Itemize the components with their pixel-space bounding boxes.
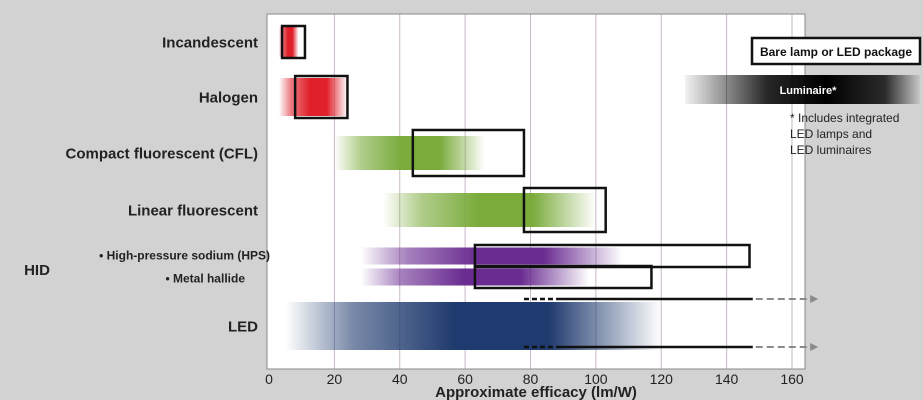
lamp-box-incandescent [280,24,307,60]
luminaire-bar-led [285,302,662,350]
x-tick-label: 0 [265,371,273,387]
lamp-box-metal-hallide [473,264,653,290]
x-tick-label: 120 [650,371,674,387]
x-axis-label: Approximate efficacy (lm/W) [435,384,637,400]
legend-footnote: * Includes integrated LED lamps and LED … [790,111,903,157]
grid-lines [333,14,793,369]
luminaire-bars [278,27,662,350]
lamp-box-halogen [293,74,349,120]
category-label-incandescent: Incandescent [162,34,258,51]
plot-border [266,13,806,370]
luminaire-bar-high-pressure-sodium-hps [360,247,623,265]
category-label-metal-hallide: • Metal hallide [165,271,245,285]
category-label-led: LED [228,318,258,335]
hid-group-label: HID [24,262,50,279]
category-label-halogen: Halogen [199,89,258,106]
category-label-compact-fluorescent-cfl: Compact fluorescent (CFL) [65,145,258,162]
legend-lamp-swatch [750,36,922,66]
x-tick-label: 160 [780,371,804,387]
led-arrow-head [810,295,819,303]
x-tick-label: 40 [392,371,408,387]
led-arrow-head [810,343,819,351]
legend-luminaire-label: Luminaire* [780,85,838,97]
x-tick-label: 140 [715,371,739,387]
x-tick-label: 60 [457,371,473,387]
luminaire-bar-compact-fluorescent-cfl [334,136,485,170]
legend-luminaire-swatch [685,75,920,104]
x-tick-label: 80 [523,371,539,387]
luminaire-bar-halogen [278,78,348,116]
category-labels: Incandescent Halogen Compact fluorescent (… [65,34,270,335]
category-label-linear-fluorescent: Linear fluorescent [128,202,258,219]
led-extension-lines [523,295,819,351]
legend-lamp-label: Bare lamp or LED package [760,45,912,59]
x-tick-label: 20 [327,371,343,387]
lamp-box-linear-fluorescent [522,186,607,234]
x-tick-label: 100 [584,371,608,387]
category-label-high-pressure-sodium-hps: • High-pressure sodium (HPS) [99,248,270,262]
x-axis-ticks: 0 20 40 60 80 100 120 140 160 [265,371,804,387]
luminaire-bar-incandescent [278,27,299,57]
legend: Bare lamp or LED package Luminaire* * In… [685,36,922,157]
lamp-range-boxes [280,24,751,290]
luminaire-bar-linear-fluorescent [383,193,596,227]
lamp-box-compact-fluorescent-cfl [411,128,526,178]
